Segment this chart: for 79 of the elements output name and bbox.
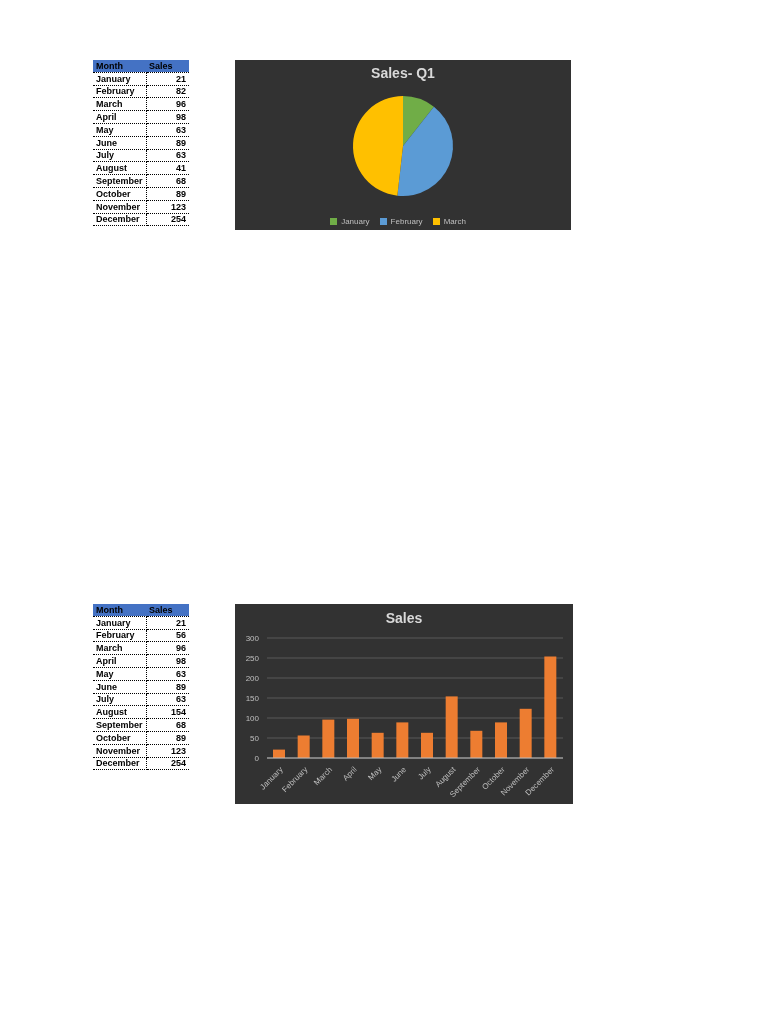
data-label: 98: [146, 110, 189, 124]
category-label: October: [93, 187, 147, 201]
bar: [371, 732, 384, 758]
bar: [297, 735, 310, 758]
data-label: 89: [146, 136, 189, 150]
data-label: 89: [146, 680, 189, 694]
x-tick-label: July: [416, 765, 433, 782]
data-label: 63: [146, 123, 189, 137]
data-label: 21: [146, 72, 189, 86]
bar: [347, 718, 359, 758]
category-label: April: [93, 110, 147, 124]
bar: [470, 730, 483, 758]
category-label: May: [93, 123, 147, 137]
category-label: November: [93, 744, 147, 758]
data-label: 96: [146, 641, 189, 655]
data-label: 68: [146, 718, 189, 732]
legend-label: January: [341, 217, 370, 226]
x-tick-label: May: [366, 765, 384, 783]
data-label: 82: [146, 85, 189, 98]
category-label: August: [93, 705, 147, 719]
y-tick-label: 150: [245, 693, 260, 703]
bar: [445, 696, 458, 758]
data-label: 41: [146, 161, 189, 175]
data-label: 89: [146, 731, 189, 745]
data-label: 123: [146, 744, 189, 758]
data-label: 56: [146, 629, 189, 642]
bar: [495, 722, 507, 758]
data-label: 154: [146, 705, 189, 719]
bar: [544, 656, 557, 758]
data-label: 254: [146, 757, 189, 770]
data-label: 123: [146, 200, 189, 214]
text: Month: [93, 60, 147, 73]
category-label: January: [93, 616, 147, 630]
category-label: February: [93, 629, 147, 642]
data-label: 89: [146, 187, 189, 201]
category-label: December: [93, 213, 147, 226]
category-label: June: [93, 136, 147, 150]
chart-title: Sales: [384, 610, 424, 626]
pie-slice: [353, 96, 403, 196]
bar: [396, 722, 409, 758]
pie-slice: [397, 106, 453, 196]
data-label: 68: [146, 174, 189, 188]
bar: [519, 708, 532, 758]
legend-label: February: [390, 217, 423, 226]
category-label: November: [93, 200, 147, 214]
chart-title: Sales- Q1: [370, 65, 436, 81]
category-label: February: [93, 85, 147, 98]
bar: [421, 732, 433, 758]
legend-label: March: [443, 217, 466, 226]
y-tick-label: 100: [245, 713, 260, 723]
y-tick-label: 200: [245, 673, 260, 683]
category-label: March: [93, 641, 147, 655]
pie-slice: [403, 96, 434, 146]
data-label: 96: [146, 97, 189, 111]
y-tick-label: 300: [245, 633, 260, 643]
bar: [322, 719, 335, 758]
text: Sales: [146, 604, 189, 617]
category-label: June: [93, 680, 147, 694]
category-label: September: [93, 174, 147, 188]
category-label: July: [93, 693, 147, 706]
category-label: April: [93, 654, 147, 668]
category-label: March: [93, 97, 147, 111]
data-label: 63: [146, 667, 189, 681]
data-label: 21: [146, 616, 189, 630]
data-label: 98: [146, 654, 189, 668]
y-tick-label: 50: [250, 733, 260, 743]
category-label: October: [93, 731, 147, 745]
category-label: July: [93, 149, 147, 162]
data-label: 63: [146, 693, 189, 706]
y-tick-label: 250: [245, 653, 260, 663]
data-label: 254: [146, 213, 189, 226]
category-label: August: [93, 161, 147, 175]
category-label: September: [93, 718, 147, 732]
category-label: May: [93, 667, 147, 681]
y-tick-label: 0: [254, 753, 260, 763]
text: Sales: [146, 60, 189, 73]
category-label: January: [93, 72, 147, 86]
text: Month: [93, 604, 147, 617]
data-label: 63: [146, 149, 189, 162]
